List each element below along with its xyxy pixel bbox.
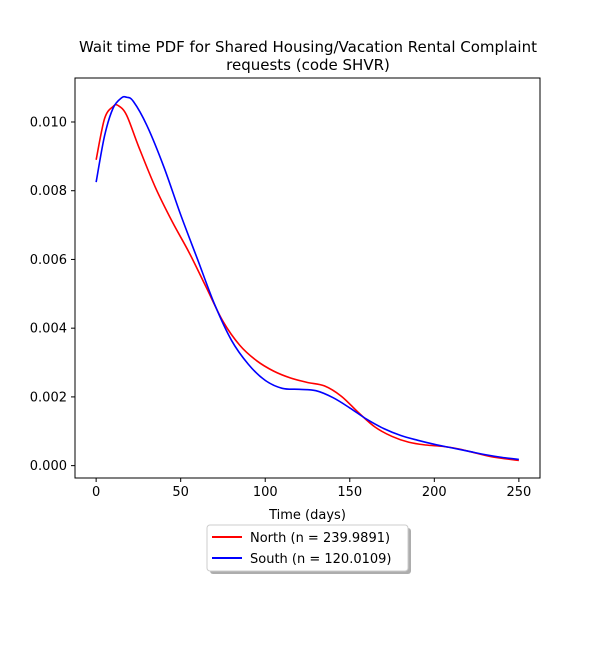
x-tick-label: 250 [506,485,531,500]
x-tick-label: 200 [422,485,447,500]
x-tick-label: 150 [337,485,362,500]
legend-box [206,524,409,572]
x-axis: 0 50 100 150 200 250 [92,478,531,500]
y-axis: 0.000 0.002 0.004 0.006 0.008 0.010 [30,115,75,474]
legend-label-south: South (n = 120.0109) [250,552,391,567]
y-tick-label: 0.010 [30,115,67,130]
plot-frame [74,77,541,479]
x-tick-label: 0 [92,485,100,500]
x-axis-label: Time (days) [268,508,346,523]
chart-title-line2: requests (code SHVR) [226,56,390,74]
y-tick-label: 0.000 [30,459,67,474]
series-line-south [95,95,519,461]
y-tick-label: 0.002 [30,390,67,405]
y-tick-label: 0.006 [30,253,67,268]
y-tick-label: 0.008 [30,184,67,199]
legend: North (n = 239.9891) South (n = 120.0109… [206,524,411,574]
y-tick-label: 0.004 [30,322,67,337]
series-line-north [95,103,519,462]
plot-lines [95,95,519,462]
x-tick-label: 100 [253,485,278,500]
legend-label-north: North (n = 239.9891) [250,531,390,546]
x-tick-label: 50 [172,485,189,500]
chart-title-line1: Wait time PDF for Shared Housing/Vacatio… [79,38,537,56]
